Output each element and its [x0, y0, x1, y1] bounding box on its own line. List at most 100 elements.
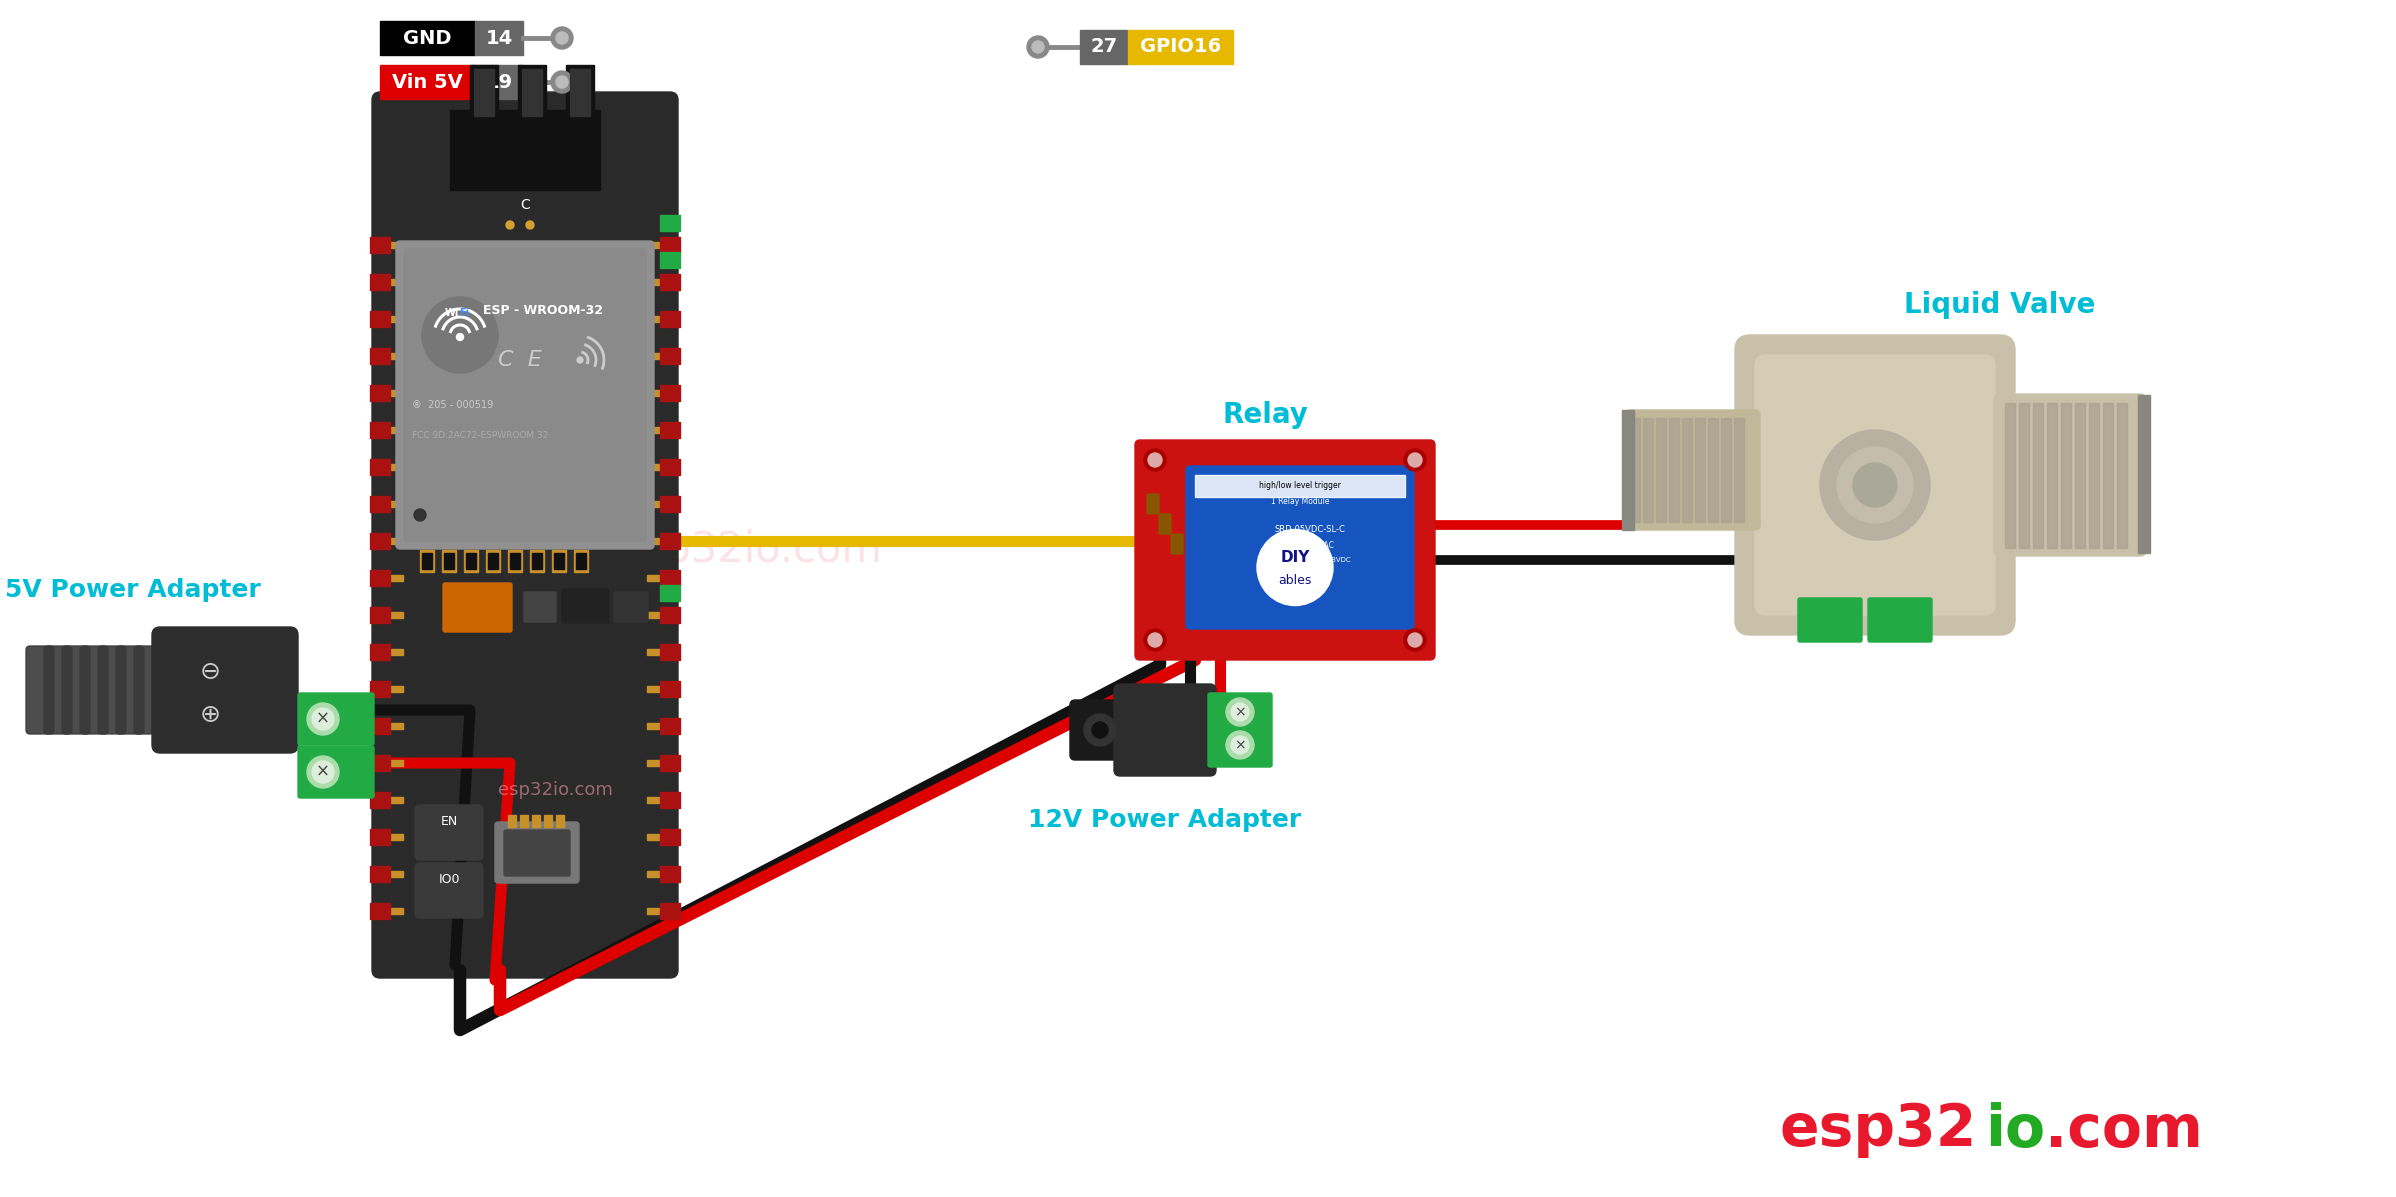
FancyBboxPatch shape	[98, 646, 127, 734]
Bar	[369, 681, 391, 697]
Text: 27: 27	[1090, 37, 1117, 56]
Bar	[369, 348, 391, 364]
Bar	[647, 760, 666, 766]
Bar	[2061, 403, 2070, 548]
Text: DIY: DIY	[1279, 549, 1311, 565]
Text: 10A 30VDC 10A 28VDC: 10A 30VDC 10A 28VDC	[1270, 557, 1351, 563]
Bar	[1196, 475, 1404, 497]
Circle shape	[307, 757, 338, 788]
Bar	[386, 575, 403, 581]
Bar	[520, 815, 527, 827]
Bar	[2075, 403, 2085, 548]
Bar	[659, 792, 680, 808]
Bar	[381, 22, 474, 55]
Bar	[2046, 403, 2058, 548]
Bar	[659, 718, 680, 734]
Text: Wi: Wi	[446, 308, 460, 318]
FancyBboxPatch shape	[1114, 683, 1217, 776]
Circle shape	[577, 357, 582, 363]
Circle shape	[1258, 529, 1332, 606]
Bar	[1081, 30, 1129, 63]
Circle shape	[1083, 713, 1117, 746]
Bar	[647, 612, 666, 618]
Bar	[647, 390, 666, 396]
Bar	[659, 533, 680, 549]
Bar	[1622, 411, 1634, 530]
Text: esp32: esp32	[1780, 1101, 1977, 1159]
Bar	[647, 242, 666, 248]
FancyBboxPatch shape	[151, 646, 180, 734]
Text: EN: EN	[441, 815, 458, 828]
Circle shape	[422, 297, 498, 373]
Text: GPIO16: GPIO16	[1140, 37, 1222, 56]
Bar	[659, 607, 680, 622]
Text: ×: ×	[316, 762, 331, 780]
Bar	[386, 723, 403, 729]
Bar	[659, 681, 680, 697]
Text: ®  205 - 000519: ® 205 - 000519	[412, 400, 494, 411]
Circle shape	[506, 221, 515, 229]
FancyBboxPatch shape	[151, 627, 297, 753]
Bar	[659, 423, 680, 438]
Bar	[386, 649, 403, 655]
Bar	[659, 903, 680, 919]
Text: .com: .com	[2046, 1101, 2202, 1159]
Bar	[474, 65, 522, 99]
Bar	[1682, 418, 1692, 522]
Bar	[369, 830, 391, 845]
Circle shape	[1404, 628, 1426, 651]
Bar	[659, 585, 680, 601]
Circle shape	[1093, 722, 1107, 739]
FancyBboxPatch shape	[115, 646, 144, 734]
Bar	[386, 464, 403, 470]
Text: esp32io.com: esp32io.com	[618, 529, 882, 571]
Text: ⊖: ⊖	[199, 660, 220, 683]
Bar	[659, 385, 680, 401]
FancyBboxPatch shape	[1624, 411, 1761, 530]
FancyBboxPatch shape	[1797, 598, 1862, 642]
Bar	[659, 755, 680, 771]
Text: C  E: C E	[498, 350, 541, 370]
Bar	[508, 549, 522, 572]
Bar	[2020, 403, 2029, 548]
Circle shape	[556, 75, 568, 89]
Circle shape	[1148, 633, 1162, 648]
Bar	[647, 686, 666, 692]
Bar	[369, 570, 391, 587]
Circle shape	[556, 32, 568, 44]
FancyBboxPatch shape	[563, 589, 609, 622]
Bar	[532, 815, 539, 827]
Bar	[419, 549, 434, 572]
Bar	[570, 69, 589, 116]
Circle shape	[551, 28, 573, 49]
Bar	[369, 792, 391, 808]
FancyBboxPatch shape	[496, 822, 580, 883]
Bar	[386, 686, 403, 692]
Bar	[386, 242, 403, 248]
Bar	[659, 237, 680, 253]
Bar	[386, 427, 403, 433]
Bar	[647, 723, 666, 729]
Bar	[470, 65, 498, 120]
Bar	[369, 903, 391, 919]
Bar	[659, 274, 680, 290]
Circle shape	[1409, 452, 1421, 467]
Text: ⊕: ⊕	[199, 703, 220, 727]
Bar	[369, 865, 391, 882]
Text: io: io	[1984, 1101, 2046, 1159]
Bar	[474, 69, 494, 116]
Text: ables: ables	[1279, 575, 1311, 587]
FancyBboxPatch shape	[1186, 466, 1414, 628]
Text: ESP - WROOM-32: ESP - WROOM-32	[484, 304, 604, 316]
Bar	[508, 815, 515, 827]
Circle shape	[1148, 452, 1162, 467]
Circle shape	[311, 707, 333, 730]
Bar	[647, 427, 666, 433]
FancyBboxPatch shape	[1754, 356, 1996, 615]
Circle shape	[307, 703, 338, 735]
Bar	[647, 834, 666, 840]
FancyBboxPatch shape	[1172, 534, 1184, 554]
Bar	[369, 755, 391, 771]
Bar	[369, 237, 391, 253]
Circle shape	[1404, 449, 1426, 470]
